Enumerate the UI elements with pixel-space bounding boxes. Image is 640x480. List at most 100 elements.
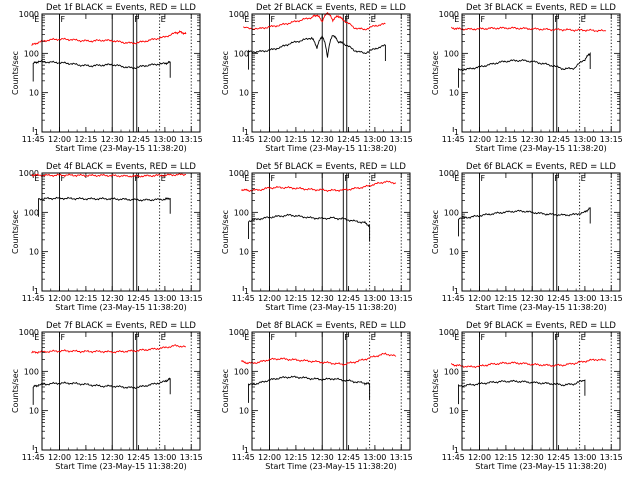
y-tick-label: 100 xyxy=(24,208,39,217)
x-tick-label: 12:15 xyxy=(494,294,517,303)
x-tick-label: 13:15 xyxy=(180,135,203,144)
chart-panel-3: Det 3f BLACK = Events, RED = LLD 1 10 100 10… xyxy=(431,3,623,153)
x-tick-label: 13:00 xyxy=(573,294,596,303)
x-axis-label: Start Time (23-May-15 11:38:20) xyxy=(55,144,186,153)
x-tick-label: 12:30 xyxy=(101,135,124,144)
x-axis-label: Start Time (23-May-15 11:38:20) xyxy=(475,462,606,471)
y-axis-label: Counts/sec xyxy=(221,210,230,254)
marker-label: F xyxy=(554,174,559,183)
x-tick-label: 12:00 xyxy=(48,294,71,303)
x-tick-label: 11:45 xyxy=(442,453,465,462)
x-axis-label: Start Time (23-May-15 11:38:20) xyxy=(265,462,396,471)
panel-title: Det 6f BLACK = Events, RED = LLD xyxy=(466,162,616,172)
marker-label: E xyxy=(34,333,39,342)
y-tick-label: 10 xyxy=(449,407,459,416)
x-tick-label: 13:00 xyxy=(153,453,176,462)
y-tick-label: 10 xyxy=(29,89,39,98)
x-tick-label: 12:30 xyxy=(521,135,544,144)
y-tick-label: 1000 xyxy=(19,328,39,337)
series-line-red xyxy=(31,30,187,46)
y-tick-label: 1 xyxy=(454,128,459,137)
series-line-red xyxy=(451,358,607,369)
x-tick-label: 12:45 xyxy=(127,453,150,462)
y-tick-label: 100 xyxy=(234,49,249,58)
chart-panel-4: Det 4f BLACK = Events, RED = LLD 1 10 100 10… xyxy=(11,162,203,312)
x-tick-label: 13:00 xyxy=(573,135,596,144)
marker-label: F xyxy=(134,333,139,342)
series-line-black xyxy=(32,59,171,82)
marker-label: F xyxy=(61,174,66,183)
series-line-black xyxy=(458,207,591,237)
x-tick-label: 11:45 xyxy=(22,135,45,144)
x-tick-label: 12:30 xyxy=(311,453,334,462)
marker-label: E xyxy=(161,174,166,183)
x-tick-label: 12:30 xyxy=(101,453,124,462)
marker-label: F xyxy=(61,333,66,342)
x-tick-label: 12:45 xyxy=(547,453,570,462)
x-tick-label: 12:45 xyxy=(547,294,570,303)
x-tick-label: 13:00 xyxy=(363,294,386,303)
series-line-red xyxy=(451,26,607,33)
x-tick-label: 12:30 xyxy=(521,453,544,462)
x-axis-label: Start Time (23-May-15 11:38:20) xyxy=(55,462,186,471)
plot-frame xyxy=(41,172,201,292)
x-tick-label: 12:45 xyxy=(127,135,150,144)
x-tick-label: 11:45 xyxy=(232,135,255,144)
plot-frame xyxy=(41,331,201,451)
series-line-black xyxy=(38,196,171,217)
chart-panel-8: Det 8f BLACK = Events, RED = LLD 1 10 100 10… xyxy=(221,321,413,471)
plot-frame xyxy=(41,13,201,133)
series-line-black xyxy=(458,379,586,405)
x-axis-label: Start Time (23-May-15 11:38:20) xyxy=(475,144,606,153)
y-tick-label: 1 xyxy=(244,446,249,455)
series-line-red xyxy=(31,173,187,178)
y-axis-label: Counts/sec xyxy=(11,369,20,413)
y-tick-label: 1000 xyxy=(439,169,459,178)
y-tick-label: 1 xyxy=(244,128,249,137)
marker-label: E xyxy=(371,15,376,24)
x-tick-label: 11:45 xyxy=(442,294,465,303)
plot-frame xyxy=(251,172,411,292)
marker-label: E xyxy=(244,15,249,24)
x-tick-label: 13:15 xyxy=(390,135,413,144)
y-axis-label: Counts/sec xyxy=(221,51,230,95)
x-tick-label: 13:15 xyxy=(600,135,623,144)
marker-label: E xyxy=(454,174,459,183)
y-axis-label: Counts/sec xyxy=(11,51,20,95)
y-tick-label: 10 xyxy=(29,407,39,416)
marker-label: E xyxy=(161,333,166,342)
marker-label: F xyxy=(271,15,276,24)
marker-label: F xyxy=(481,174,486,183)
marker-label: E xyxy=(371,333,376,342)
y-tick-label: 1000 xyxy=(229,328,249,337)
y-tick-label: 10 xyxy=(29,248,39,257)
marker-label: F xyxy=(481,15,486,24)
y-axis-label: Counts/sec xyxy=(221,369,230,413)
x-tick-label: 12:30 xyxy=(311,135,334,144)
series-line-black xyxy=(248,34,386,70)
x-tick-label: 11:45 xyxy=(232,294,255,303)
panel-title: Det 9f BLACK = Events, RED = LLD xyxy=(466,321,616,331)
x-tick-label: 12:00 xyxy=(468,135,491,144)
x-tick-label: 12:15 xyxy=(74,453,97,462)
x-tick-label: 12:15 xyxy=(284,135,307,144)
y-tick-label: 10 xyxy=(449,248,459,257)
y-tick-label: 10 xyxy=(239,407,249,416)
chart-panel-1: Det 1f BLACK = Events, RED = LLD 1 10 100 10… xyxy=(11,3,203,153)
y-axis-label: Counts/sec xyxy=(431,210,440,254)
marker-label: E xyxy=(371,174,376,183)
x-tick-label: 12:30 xyxy=(521,294,544,303)
marker-label: E xyxy=(581,15,586,24)
marker-label: F xyxy=(481,333,486,342)
panel-title: Det 1f BLACK = Events, RED = LLD xyxy=(46,3,196,13)
y-tick-label: 100 xyxy=(24,367,39,376)
x-tick-label: 12:00 xyxy=(258,294,281,303)
y-tick-label: 10 xyxy=(239,89,249,98)
y-axis-label: Counts/sec xyxy=(11,210,20,254)
marker-label: F xyxy=(344,333,349,342)
x-tick-label: 13:15 xyxy=(180,453,203,462)
series-line-red xyxy=(241,180,397,193)
marker-label: E xyxy=(454,333,459,342)
y-tick-label: 100 xyxy=(444,208,459,217)
